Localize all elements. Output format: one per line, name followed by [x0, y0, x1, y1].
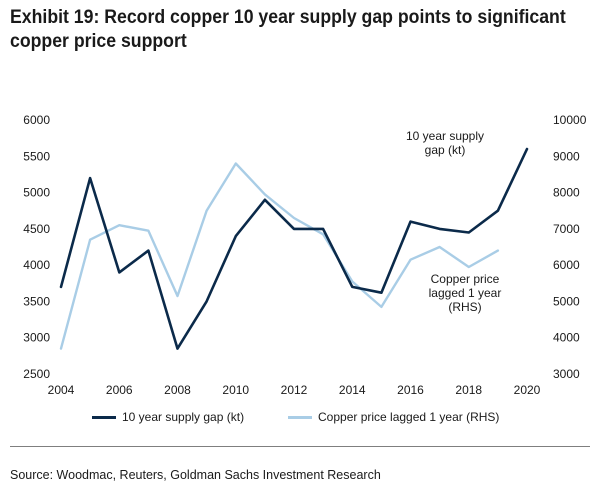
x-tick-label: 2014 [339, 383, 366, 397]
legend-swatch-dark [92, 415, 116, 419]
divider-line [10, 446, 590, 447]
y-left-tick-label: 3000 [23, 331, 50, 345]
y-left-tick-label: 3500 [23, 294, 50, 308]
y-left-tick-label: 4000 [23, 258, 50, 272]
y-right-tick-label: 9000 [553, 149, 580, 163]
series-line-supply-gap [59, 147, 529, 350]
legend: 10 year supply gap (kt) Copper price lag… [92, 410, 572, 430]
chart-title: Exhibit 19: Record copper 10 year supply… [10, 7, 566, 52]
legend-item-supply-gap: 10 year supply gap (kt) [92, 410, 244, 424]
y-right-tick-label: 10000 [553, 113, 587, 127]
x-tick-label: 2016 [397, 383, 424, 397]
y-right-tick-label: 7000 [553, 222, 580, 236]
y-right-tick-label: 4000 [553, 331, 580, 345]
y-left-tick-label: 6000 [23, 113, 50, 127]
y-right-tick-label: 5000 [553, 294, 580, 308]
x-tick-label: 2010 [222, 383, 249, 397]
source-note: Source: Woodmac, Reuters, Goldman Sachs … [10, 468, 381, 482]
y-left-tick-label: 4500 [23, 222, 50, 236]
legend-item-copper-price: Copper price lagged 1 year (RHS) [288, 410, 499, 424]
x-tick-label: 2004 [48, 383, 75, 397]
series-line-copper-price [59, 162, 500, 350]
x-tick-label: 2018 [455, 383, 482, 397]
y-right-tick-label: 3000 [553, 367, 580, 381]
annotation-supply-gap: 10 year supply gap (kt) [406, 129, 484, 157]
y-left-tick-label: 5500 [23, 149, 50, 163]
legend-label-copper-price: Copper price lagged 1 year (RHS) [318, 410, 500, 424]
legend-label-supply-gap: 10 year supply gap (kt) [122, 410, 245, 424]
y-right-tick-label: 6000 [553, 258, 580, 272]
x-tick-label: 2020 [514, 383, 541, 397]
y-right-tick-label: 8000 [553, 186, 580, 200]
x-tick-label: 2012 [281, 383, 308, 397]
x-tick-label: 2006 [106, 383, 133, 397]
y-left-tick-label: 5000 [23, 186, 50, 200]
y-left-tick-label: 2500 [23, 367, 50, 381]
annotation-copper-price: Copper price lagged 1 year (RHS) [429, 272, 502, 314]
x-tick-label: 2008 [164, 383, 191, 397]
legend-swatch-light [288, 415, 312, 419]
